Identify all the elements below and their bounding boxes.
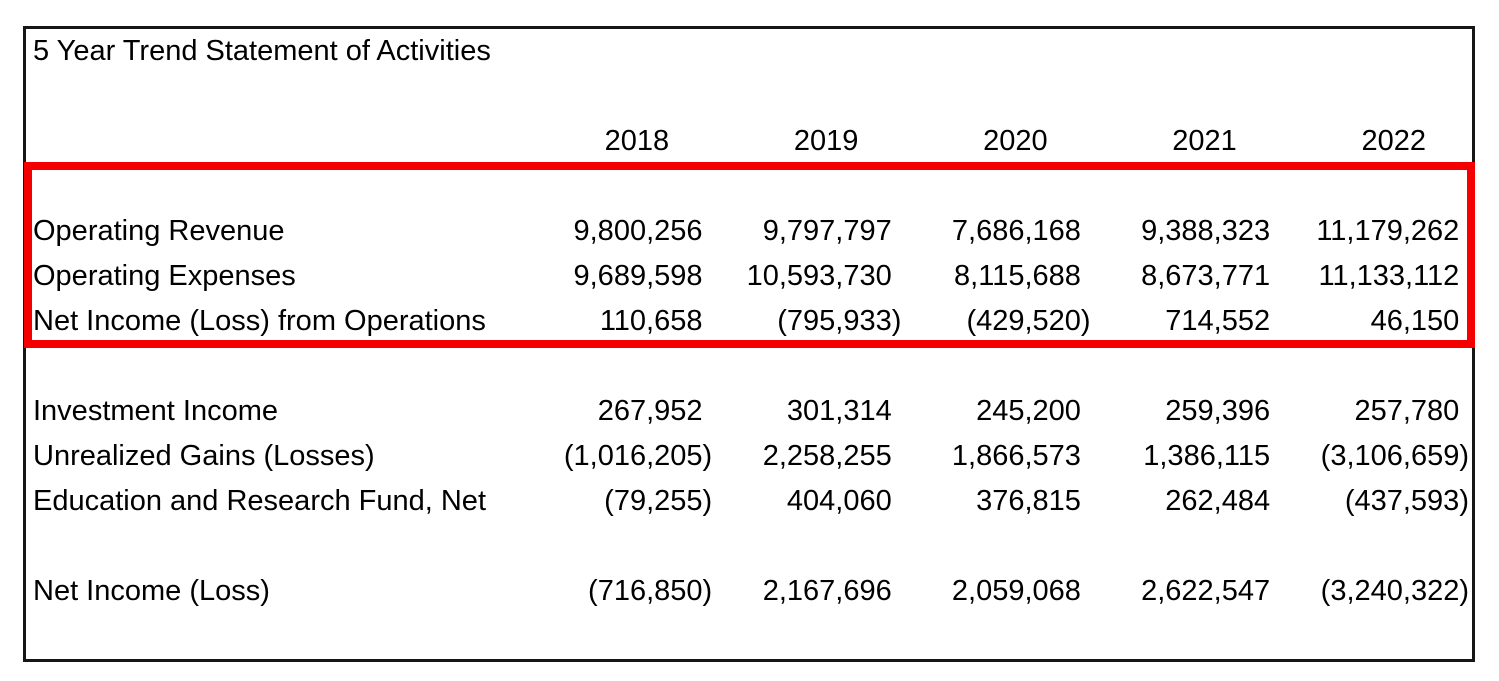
value-cell: 267,952 xyxy=(597,395,703,427)
row-label: Operating Revenue xyxy=(33,215,285,247)
value-cell: 2,059,068 xyxy=(951,575,1081,607)
value-cell: 1,386,115 xyxy=(1143,440,1271,472)
value-cell: 11,133,112 xyxy=(1318,260,1460,292)
value-cell: 1,866,573 xyxy=(951,440,1081,472)
row-label: Net Income (Loss) from Operations xyxy=(33,305,486,337)
value-cell: 301,314 xyxy=(786,395,892,427)
year-header: 2018 xyxy=(604,125,670,157)
year-header-empty-cell xyxy=(26,119,526,164)
value-cell: 2,258,255 xyxy=(762,440,892,472)
value-cell: (1,016,205) xyxy=(563,440,713,472)
row-label: Investment Income xyxy=(33,395,278,427)
year-header: 2019 xyxy=(793,125,859,157)
value-cell: 11,179,262 xyxy=(1316,215,1460,247)
value-cell: (429,520) xyxy=(966,305,1091,337)
value-cell: 714,552 xyxy=(1165,305,1271,337)
row-label: Net Income (Loss) xyxy=(33,575,270,607)
value-cell: 245,200 xyxy=(976,395,1081,427)
value-cell: 8,673,771 xyxy=(1141,260,1271,292)
value-cell: 376,815 xyxy=(976,485,1081,517)
value-cell: 262,484 xyxy=(1165,485,1271,517)
row-label: Education and Research Fund, Net xyxy=(33,485,486,517)
value-cell: (716,850) xyxy=(588,575,713,607)
row-label: Operating Expenses xyxy=(33,260,296,292)
value-cell: 404,060 xyxy=(786,485,892,517)
value-cell: 2,167,696 xyxy=(762,575,892,607)
statement-grid: 5 Year Trend Statement of Activities 201… xyxy=(24,29,1475,659)
value-cell: 9,689,598 xyxy=(573,260,703,292)
spacer-row xyxy=(26,524,1472,569)
value-cell: 259,396 xyxy=(1165,395,1271,427)
value-cell: 8,115,688 xyxy=(954,260,1081,292)
value-cell: 10,593,730 xyxy=(746,260,892,292)
value-cell: 46,150 xyxy=(1370,305,1460,337)
trend-statement-table: 5 Year Trend Statement of Activities 201… xyxy=(23,26,1475,662)
spacer-row xyxy=(26,164,1472,209)
year-header: 2022 xyxy=(1361,125,1426,157)
year-header: 2020 xyxy=(983,125,1048,157)
spacer-row xyxy=(26,74,1472,119)
value-cell: 9,388,323 xyxy=(1141,215,1271,247)
value-cell: (79,255) xyxy=(604,485,713,517)
value-cell: 257,780 xyxy=(1354,395,1460,427)
value-cell: 2,622,547 xyxy=(1141,575,1271,607)
value-cell: 9,797,797 xyxy=(762,215,892,247)
value-cell: 110,658 xyxy=(599,305,703,337)
value-cell: 9,800,256 xyxy=(573,215,703,247)
spacer-row xyxy=(26,344,1472,389)
value-cell: (795,933) xyxy=(777,305,902,337)
year-header: 2021 xyxy=(1172,125,1237,157)
table-title: 5 Year Trend Statement of Activities xyxy=(33,35,491,67)
value-cell: 7,686,168 xyxy=(951,215,1081,247)
value-cell: (3,240,322) xyxy=(1320,575,1469,607)
value-cell: (3,106,659) xyxy=(1320,440,1469,472)
value-cell: (437,593) xyxy=(1344,485,1469,517)
row-label: Unrealized Gains (Losses) xyxy=(33,440,375,472)
